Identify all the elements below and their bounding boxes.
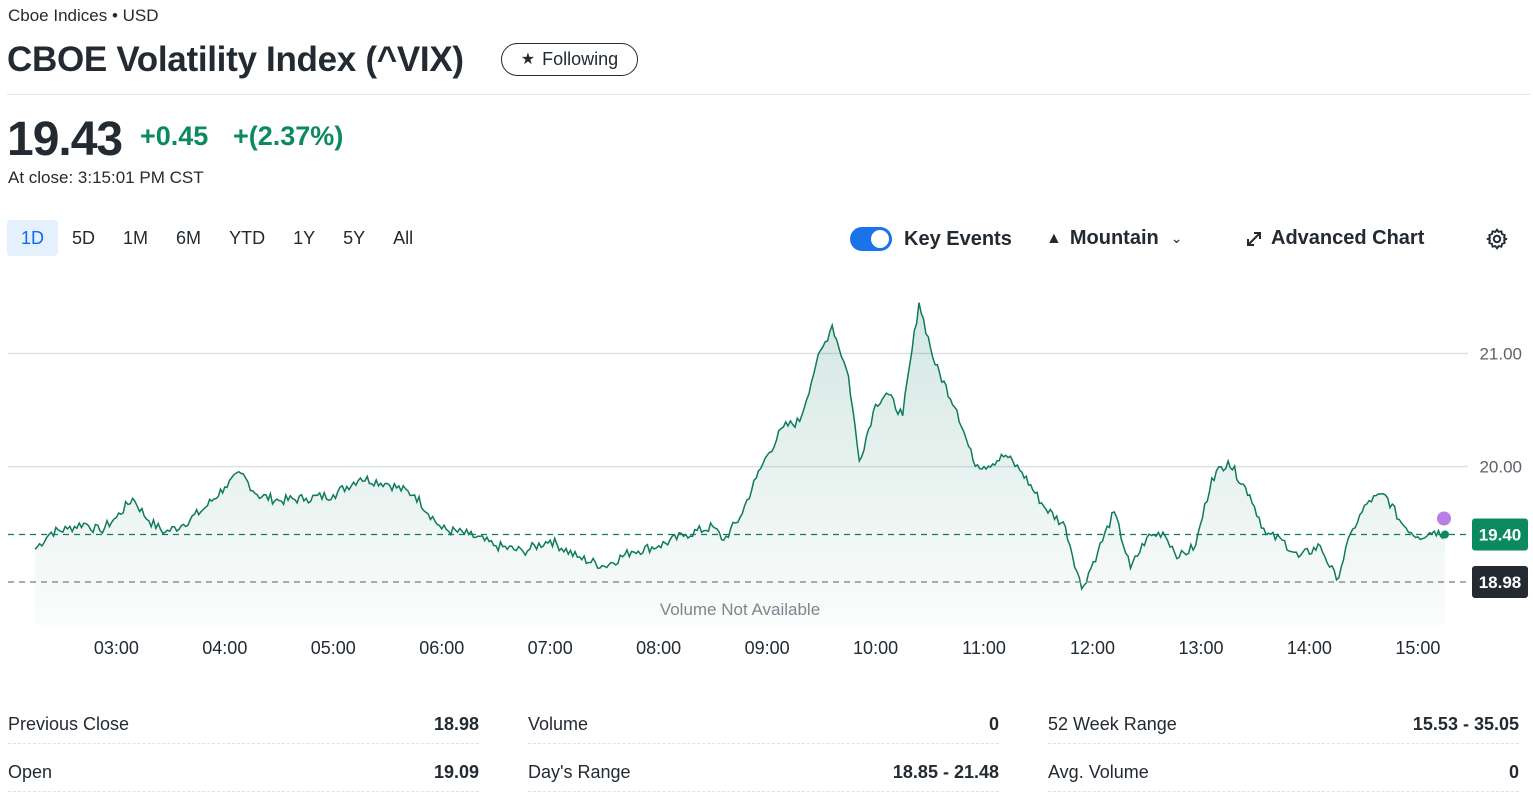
page-title: CBOE Volatility Index (^VIX) xyxy=(7,40,464,79)
key-event-marker[interactable] xyxy=(1437,511,1451,526)
x-tick-label: 06:00 xyxy=(419,638,464,658)
x-tick-label: 14:00 xyxy=(1287,638,1332,658)
stat-label: Avg. Volume xyxy=(1048,762,1149,782)
stat-label: Day's Range xyxy=(528,762,631,782)
x-tick-label: 04:00 xyxy=(202,638,247,658)
x-tick-label: 03:00 xyxy=(94,638,139,658)
advanced-chart-button[interactable]: Advanced Chart xyxy=(1245,227,1424,250)
stat-value: 18.98 xyxy=(433,714,479,734)
x-tick-label: 12:00 xyxy=(1070,638,1115,658)
range-tab-ytd[interactable]: YTD xyxy=(229,228,266,248)
stat-row: Previous Close 18.98 xyxy=(8,703,479,744)
stat-row: 52 Week Range 15.53 - 35.05 xyxy=(1048,703,1519,744)
x-tick-label: 10:00 xyxy=(853,638,898,658)
following-button[interactable]: ★ Following xyxy=(501,43,638,76)
chart-area-fill xyxy=(35,302,1445,625)
key-events-toggle[interactable] xyxy=(850,227,892,251)
stat-row: Avg. Volume 0 xyxy=(1048,751,1519,792)
x-tick-label: 08:00 xyxy=(636,638,681,658)
stat-value: 19.09 xyxy=(433,762,479,782)
price-chart[interactable]: 21.00 20.00 03:00 04:00 05:00 06:00 07:00 08:0… xyxy=(0,280,1533,670)
stat-row: Day's Range 18.85 - 21.48 xyxy=(528,751,999,792)
range-tabs: 1D 5D 1M 6M YTD 1Y 5Y All xyxy=(7,220,427,256)
stat-label: Open xyxy=(8,762,53,782)
x-axis-ticks: 03:00 04:00 05:00 06:00 07:00 08:00 09:00 10:00… xyxy=(94,638,1441,658)
chevron-down-icon: ⌄ xyxy=(1170,230,1183,246)
range-tab-1d[interactable]: 1D xyxy=(7,220,59,256)
range-tab-6m[interactable]: 6M xyxy=(176,228,202,248)
stat-label: Previous Close xyxy=(8,714,130,734)
range-tab-all[interactable]: All xyxy=(393,228,414,248)
key-events-label: Key Events xyxy=(904,227,1012,250)
chart-gridlines xyxy=(8,352,1468,468)
current-price: 19.43 xyxy=(7,113,123,166)
y-tick-label: 20.00 xyxy=(1479,458,1522,477)
current-price-tag-label: 19.40 xyxy=(1479,526,1522,545)
range-tab-1m[interactable]: 1M xyxy=(123,228,149,248)
stat-value: 0 xyxy=(988,714,999,734)
x-tick-label: 15:00 xyxy=(1395,638,1440,658)
close-timestamp: At close: 3:15:01 PM CST xyxy=(8,168,204,187)
mountain-icon: ▲ xyxy=(1046,229,1062,247)
gear-icon[interactable] xyxy=(1485,227,1509,251)
x-tick-label: 07:00 xyxy=(528,638,573,658)
range-tab-5y[interactable]: 5Y xyxy=(343,228,366,248)
stat-row: Open 19.09 xyxy=(8,751,479,792)
range-tab-1y[interactable]: 1Y xyxy=(293,228,316,248)
last-price-dot xyxy=(1441,530,1449,539)
stat-value: 18.85 - 21.48 xyxy=(892,762,999,782)
price-change: +0.45 xyxy=(140,121,209,151)
stat-value: 15.53 - 35.05 xyxy=(1412,714,1519,734)
advanced-chart-label: Advanced Chart xyxy=(1271,227,1425,249)
x-tick-label: 13:00 xyxy=(1178,638,1223,658)
price-change-percent: +(2.37%) xyxy=(233,121,344,151)
x-tick-label: 11:00 xyxy=(962,638,1006,658)
stat-label: Volume xyxy=(528,714,589,734)
volume-not-available-note: Volume Not Available xyxy=(660,600,820,619)
chart-price-line xyxy=(34,302,1446,591)
x-tick-label: 09:00 xyxy=(745,638,790,658)
chart-type-label: Mountain xyxy=(1069,227,1159,249)
expand-icon xyxy=(1247,231,1261,246)
current-price-tag: 19.40 xyxy=(1472,518,1528,551)
stat-value: 0 xyxy=(1508,762,1519,782)
chart-type-dropdown[interactable]: ▲ Mountain ⌄ xyxy=(1046,227,1182,250)
x-tick-label: 05:00 xyxy=(311,638,356,658)
stat-row: Volume 0 xyxy=(528,703,999,744)
toggle-knob xyxy=(871,230,889,248)
key-events-control[interactable]: Key Events xyxy=(850,227,1012,251)
stat-label: 52 Week Range xyxy=(1048,714,1177,734)
y-tick-label: 21.00 xyxy=(1479,345,1522,364)
range-tab-5d[interactable]: 5D xyxy=(72,228,96,248)
star-icon: ★ xyxy=(520,50,536,68)
header-divider xyxy=(7,94,1530,95)
following-label: Following xyxy=(542,49,619,69)
previous-close-tag-label: 18.98 xyxy=(1479,573,1522,592)
exchange-label: Cboe Indices • USD xyxy=(8,6,159,25)
y-axis-ticks: 21.00 20.00 xyxy=(1479,345,1522,477)
previous-close-tag: 18.98 xyxy=(1472,566,1528,599)
